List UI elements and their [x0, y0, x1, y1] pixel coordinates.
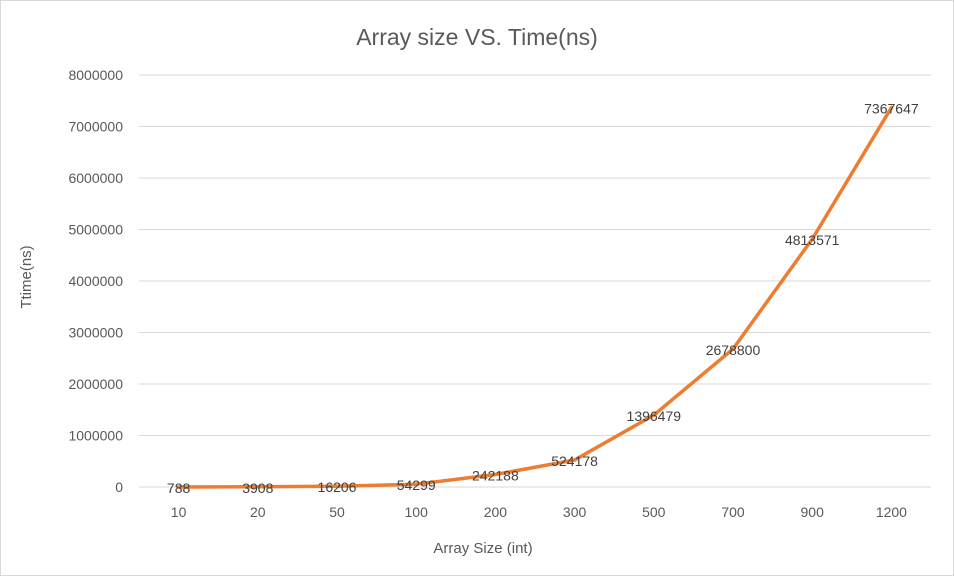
x-tick-label: 10 [171, 504, 187, 520]
data-label: 4813571 [785, 232, 840, 248]
y-tick-label: 4000000 [68, 273, 123, 289]
data-point [256, 485, 260, 489]
y-axis-ticks: 0 1000000 2000000 3000000 4000000 5000000 6000… [68, 67, 123, 495]
data-label: 16206 [318, 479, 357, 495]
x-tick-label: 20 [250, 504, 266, 520]
y-tick-label: 6000000 [68, 170, 123, 186]
x-axis-title: Array Size (int) [433, 540, 532, 557]
data-label: 242188 [472, 468, 519, 484]
x-tick-label: 300 [563, 504, 587, 520]
y-tick-label: 0 [115, 479, 123, 495]
data-labels: 788 3908 16206 54299 242188 524178 1396479 2678… [167, 101, 919, 496]
y-tick-label: 7000000 [68, 119, 123, 135]
y-tick-label: 5000000 [68, 222, 123, 238]
data-point [889, 105, 894, 110]
data-label: 2678800 [706, 342, 761, 358]
x-tick-label: 50 [329, 504, 345, 520]
y-tick-label: 2000000 [68, 376, 123, 392]
y-tick-label: 1000000 [68, 428, 123, 444]
data-label: 7367647 [864, 101, 919, 117]
y-axis-title: Ttime(ns) [18, 245, 35, 308]
series [176, 105, 894, 489]
x-tick-label: 1200 [876, 504, 907, 520]
x-tick-label: 200 [484, 504, 508, 520]
data-label: 524178 [551, 453, 598, 469]
x-tick-label: 700 [721, 504, 745, 520]
data-label: 3908 [242, 480, 273, 496]
data-point [573, 458, 577, 462]
data-point [335, 484, 339, 488]
x-tick-label: 100 [405, 504, 429, 520]
data-label: 54299 [397, 477, 436, 493]
y-tick-label: 8000000 [68, 67, 123, 83]
x-tick-label: 900 [801, 504, 825, 520]
gridlines [139, 74, 931, 488]
data-point [493, 472, 497, 477]
x-axis-ticks: 10 20 50 100 200 300 500 700 900 1200 [171, 504, 907, 520]
series-line [176, 105, 894, 489]
data-label: 788 [167, 480, 191, 496]
data-point [652, 413, 656, 417]
data-label: 1396479 [627, 408, 682, 424]
y-tick-label: 3000000 [68, 325, 123, 341]
data-point [810, 237, 814, 241]
x-tick-label: 500 [642, 504, 666, 520]
data-point [731, 347, 735, 351]
data-point [414, 482, 418, 486]
data-point [177, 485, 181, 489]
chart-title: Array size VS. Time(ns) [356, 24, 598, 50]
